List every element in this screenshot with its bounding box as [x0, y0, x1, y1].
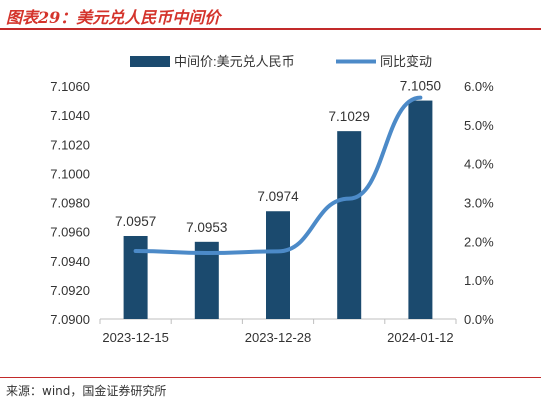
title-divider [0, 28, 541, 30]
x-tick-label: 2023-12-15 [102, 330, 169, 345]
x-axis: 2023-12-15 2023-12-28 2024-01-12 [99, 318, 457, 345]
bar-data-label: 7.0953 [186, 220, 227, 235]
chart: 中间价:美元兑人民币 同比变动 7.0900 7.0920 7.0940 7.0960… [50, 54, 494, 345]
left-tick-label: 7.0960 [50, 225, 90, 240]
legend-bar-label: 中间价:美元兑人民币 [174, 54, 295, 69]
left-axis: 7.0900 7.0920 7.0940 7.0960 7.0980 7.1000 7.10… [50, 79, 90, 327]
data-labels: 7.0957 7.0953 7.0974 7.1029 7.1050 [115, 79, 441, 235]
source-divider [0, 377, 541, 378]
line-path [133, 95, 423, 255]
bar [408, 100, 433, 319]
right-tick-label: 5.0% [464, 118, 494, 133]
right-tick-label: 3.0% [464, 196, 494, 211]
left-tick-label: 7.1020 [50, 137, 90, 152]
right-tick-label: 1.0% [464, 273, 494, 288]
bar-data-label: 7.0957 [115, 214, 156, 229]
source-note: 来源：wind，国金证券研究所 [6, 384, 167, 398]
left-tick-label: 7.0980 [50, 196, 90, 211]
chart-title: 图表29：美元兑人民币中间价 [6, 8, 221, 27]
bar-data-label: 7.0974 [257, 189, 299, 204]
legend-bar-swatch [130, 56, 170, 67]
left-tick-label: 7.1000 [50, 166, 90, 181]
x-tick-label: 2024-01-12 [387, 330, 454, 345]
right-tick-label: 4.0% [464, 157, 494, 172]
left-tick-label: 7.1060 [50, 79, 90, 94]
bar [123, 235, 148, 319]
right-tick-label: 2.0% [464, 234, 494, 249]
bar [337, 131, 362, 319]
bar-series [123, 100, 433, 319]
legend-line-label: 同比变动 [380, 54, 432, 69]
legend: 中间价:美元兑人民币 同比变动 [130, 54, 432, 69]
line-series [133, 95, 423, 255]
left-tick-label: 7.0940 [50, 254, 90, 269]
left-tick-label: 7.0900 [50, 312, 90, 327]
bar-data-label: 7.1029 [329, 109, 370, 124]
left-tick-label: 7.1040 [50, 108, 90, 123]
left-tick-label: 7.0920 [50, 283, 90, 298]
right-tick-label: 6.0% [464, 79, 494, 94]
bar [266, 211, 290, 319]
bar-data-label: 7.1050 [400, 79, 441, 94]
x-tick-label: 2023-12-28 [245, 330, 312, 345]
right-tick-label: 0.0% [464, 312, 494, 327]
right-axis: 0.0% 1.0% 2.0% 3.0% 4.0% 5.0% 6.0% [464, 79, 494, 327]
